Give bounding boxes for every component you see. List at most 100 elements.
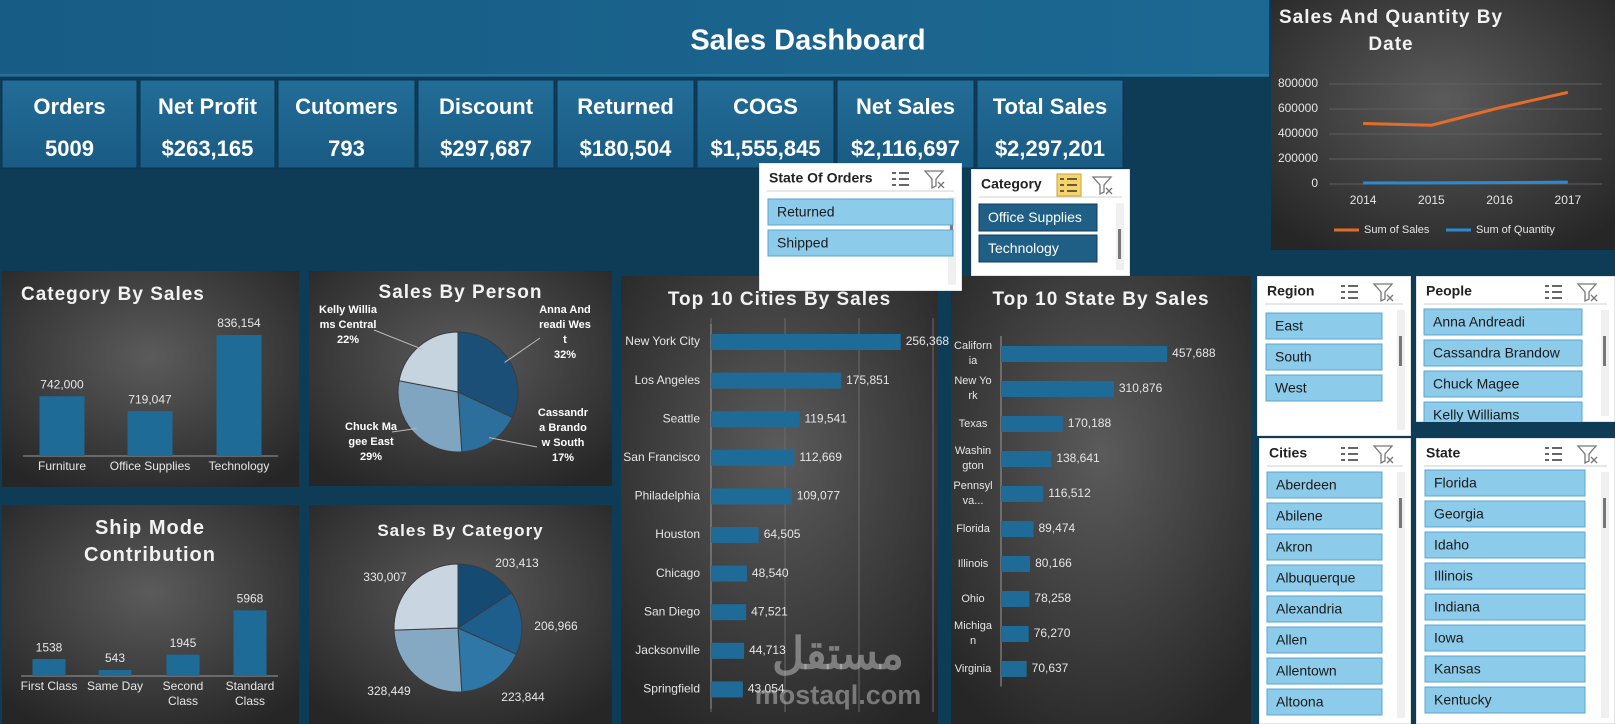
- slicer-item[interactable]: [1424, 624, 1586, 652]
- slicer-item[interactable]: [1266, 533, 1383, 561]
- clear-filter-icon[interactable]: [1091, 176, 1113, 196]
- watermark-arabic: مستقل: [772, 630, 904, 679]
- slicer-item-label[interactable]: Iowa: [1434, 630, 1464, 646]
- slicer-item-label[interactable]: West: [1275, 380, 1307, 396]
- slicer-item[interactable]: [1266, 564, 1383, 592]
- slicer-item-label[interactable]: Abilene: [1276, 508, 1323, 524]
- multi-select-icon[interactable]: [1060, 178, 1077, 192]
- y-tick-label-text: Ohio: [961, 592, 985, 605]
- clear-filter-icon[interactable]: [1576, 283, 1598, 303]
- y-tick-label-box: Michigan: [954, 620, 992, 647]
- slicer-item-label[interactable]: Anna Andreadi: [1433, 314, 1525, 330]
- chart-title-box: Sales By Category: [377, 521, 542, 540]
- pie-label-text: 29%: [359, 451, 383, 463]
- multi-select-icon[interactable]: [1545, 447, 1562, 461]
- y-tick-label-text: California: [954, 340, 992, 367]
- slicer-item-label[interactable]: Akron: [1276, 539, 1313, 555]
- slicer-item-label[interactable]: Kansas: [1434, 661, 1481, 677]
- clear-filter-icon[interactable]: [1372, 283, 1394, 303]
- slicer-item[interactable]: [1266, 502, 1383, 530]
- chart-title-text: Top 10 State By Sales: [992, 289, 1210, 310]
- slicer-item-label[interactable]: Alexandria: [1276, 601, 1342, 617]
- slicer-item-label[interactable]: Shipped: [777, 235, 828, 251]
- slicer-item-label[interactable]: Indiana: [1434, 599, 1480, 615]
- multi-select-icon[interactable]: [1341, 447, 1358, 461]
- kpi-value: $1,555,845: [710, 136, 820, 161]
- panel: [951, 276, 1251, 724]
- slicer-item[interactable]: [1266, 688, 1383, 716]
- slicer-item[interactable]: [1266, 595, 1383, 623]
- slicer-item[interactable]: [978, 234, 1098, 263]
- slicer: State Florida Georgia Idaho Illinois Indiana I…: [1416, 438, 1615, 724]
- slicer-item-label[interactable]: Technology: [988, 240, 1059, 256]
- slicer-item-label[interactable]: Office Supplies: [988, 209, 1082, 225]
- slicer-scroll-thumb: [1399, 498, 1402, 528]
- slicer: State Of Orders Returned Shipped: [759, 163, 962, 291]
- slicer-item[interactable]: [1423, 308, 1583, 336]
- pie-label: Anna Andreadi West 32%: [538, 303, 592, 363]
- slicer-item[interactable]: [767, 229, 954, 257]
- slicer-item[interactable]: [1266, 471, 1383, 499]
- slicer-item-label[interactable]: Idaho: [1434, 537, 1469, 553]
- slicer-item-label[interactable]: Kentucky: [1434, 692, 1492, 708]
- slicer-item[interactable]: [1424, 469, 1586, 497]
- slicer-item-label[interactable]: Chuck Magee: [1433, 376, 1520, 392]
- slicer-item[interactable]: [1266, 626, 1383, 654]
- bar: [711, 527, 759, 543]
- slicer-item[interactable]: [1265, 312, 1383, 340]
- chart-title-text: Ship Mode Contribution: [84, 517, 216, 566]
- slicer-item[interactable]: [1424, 593, 1586, 621]
- slicer-item[interactable]: [767, 198, 954, 226]
- slicer-item-label[interactable]: Cassandra Brandow: [1433, 345, 1561, 361]
- slicer-item[interactable]: [1423, 370, 1583, 398]
- clear-filter-icon[interactable]: [1576, 445, 1598, 465]
- slicer-item[interactable]: [1423, 401, 1583, 428]
- x-tick-label-box: Standard Class: [226, 679, 275, 708]
- bar: [1001, 381, 1114, 397]
- slicer-item[interactable]: [1423, 339, 1583, 367]
- slicer-item-label[interactable]: Illinois: [1434, 568, 1473, 584]
- slicer-item-label[interactable]: Returned: [777, 204, 835, 220]
- slicer-item-label[interactable]: Kelly Williams: [1433, 407, 1519, 423]
- slicer-item[interactable]: [978, 203, 1098, 232]
- slicer-item-label[interactable]: Altoona: [1276, 694, 1324, 710]
- slicer-item[interactable]: [1424, 531, 1586, 559]
- slicer-item-label[interactable]: Aberdeen: [1276, 477, 1337, 493]
- y-tick-label: Ohio: [953, 583, 993, 615]
- pie-slice: [457, 391, 513, 453]
- x-tick-label-text: Office Supplies: [109, 459, 191, 473]
- pie-slice: [393, 627, 463, 693]
- kpi-card: [836, 79, 975, 169]
- y-tick-label: Seattle: [663, 411, 701, 425]
- slicer-item[interactable]: [1265, 374, 1383, 402]
- slicer-item-label[interactable]: South: [1275, 349, 1312, 365]
- slicer-item[interactable]: [1424, 686, 1586, 714]
- panel: [1271, 0, 1615, 250]
- slicer-item-label[interactable]: Allen: [1276, 632, 1307, 648]
- slicer-item[interactable]: [1424, 500, 1586, 528]
- bar: [1001, 486, 1044, 502]
- pie-label-box: Cassandra Brandow South 17%: [538, 407, 588, 464]
- kpi-value: $2,116,697: [851, 136, 960, 161]
- data-label: 76,270: [1034, 626, 1071, 640]
- slicer-item[interactable]: [1265, 343, 1383, 371]
- clear-filter-icon[interactable]: [923, 170, 945, 190]
- slicer-item-label[interactable]: Allentown: [1276, 663, 1337, 679]
- multi-select-icon[interactable]: [1341, 285, 1358, 299]
- y-tick-label-box: Virginia: [955, 663, 992, 675]
- slicer-item-label[interactable]: Albuquerque: [1276, 570, 1356, 586]
- bar: [711, 411, 800, 428]
- multi-select-icon[interactable]: [1545, 285, 1562, 299]
- multi-select-icon[interactable]: [892, 172, 909, 186]
- data-label: 48,540: [752, 566, 789, 580]
- slicer-item-label[interactable]: East: [1275, 318, 1303, 334]
- slicer-item[interactable]: [1266, 657, 1383, 685]
- clear-filter-icon[interactable]: [1372, 445, 1394, 465]
- slicer-item[interactable]: [1424, 562, 1586, 590]
- y-tick-label-text: Texas: [958, 417, 988, 430]
- bar: [127, 411, 173, 456]
- slicer-item[interactable]: [1424, 655, 1586, 683]
- slicer-item-label[interactable]: Georgia: [1434, 506, 1484, 522]
- slicer-item-label[interactable]: Florida: [1434, 475, 1477, 491]
